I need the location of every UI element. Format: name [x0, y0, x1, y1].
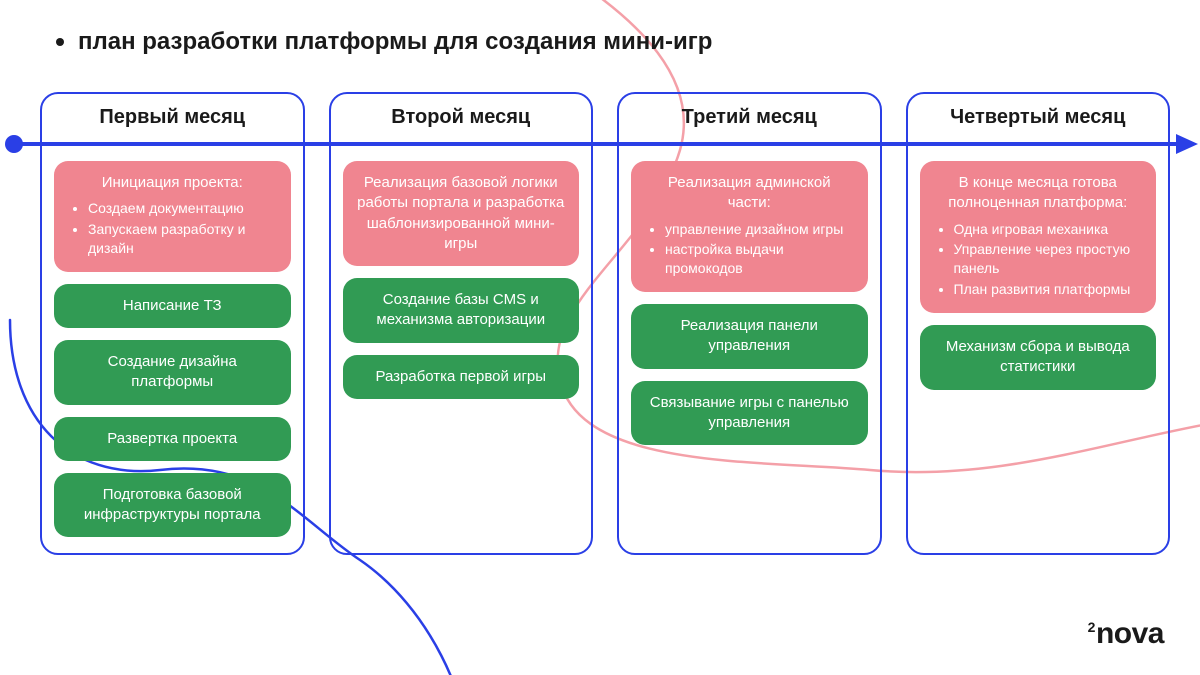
- task-card: Создание дизайна платформы: [54, 340, 291, 405]
- summary-card: Реализация базовой логики работы портала…: [343, 161, 580, 266]
- card-title: Реализация админской части:: [645, 173, 854, 214]
- column-body: Инициация проекта: Создаем документацию За…: [42, 145, 303, 553]
- column-header: Третий месяц: [619, 94, 880, 143]
- card-bullet: Запускаем разработку и дизайн: [88, 220, 277, 258]
- task-card: Реализация панели управления: [631, 304, 868, 369]
- card-text: Развертка проекта: [68, 429, 277, 449]
- task-card: Разработка первой игры: [343, 355, 580, 399]
- roadmap-column: Второй месяц Реализация базовой логики ра…: [329, 92, 594, 555]
- column-header: Второй месяц: [331, 94, 592, 143]
- card-bullets: Одна игровая механикаУправление через пр…: [934, 220, 1143, 300]
- roadmap-columns: Первый месяц Инициация проекта: Создаем до…: [40, 92, 1170, 555]
- card-text: Написание ТЗ: [68, 296, 277, 316]
- card-bullets: Создаем документацию Запускаем разработку…: [68, 199, 277, 258]
- card-text: Механизм сбора и вывода статистики: [934, 337, 1143, 378]
- card-text: Разработка первой игры: [357, 367, 566, 387]
- task-card: Связывание игры с панелью управления: [631, 381, 868, 446]
- timeline-arrowhead-icon: [1176, 134, 1198, 154]
- card-title: В конце месяца готова полноценная платфо…: [934, 173, 1143, 214]
- card-text: Создание дизайна платформы: [68, 352, 277, 393]
- summary-card: Инициация проекта: Создаем документацию За…: [54, 161, 291, 272]
- card-title: Инициация проекта:: [68, 173, 277, 193]
- card-text: Связывание игры с панелью управления: [645, 393, 854, 434]
- task-card: Развертка проекта: [54, 417, 291, 461]
- summary-card: В конце месяца готова полноценная платфо…: [920, 161, 1157, 313]
- timeline-start-dot-icon: [5, 135, 23, 153]
- brand-logo: 2nova: [1088, 617, 1164, 651]
- card-text: Создание базы CMS и механизма авторизаци…: [357, 290, 566, 331]
- column-body: Реализация админской части: управление ди…: [619, 145, 880, 461]
- task-card: Механизм сбора и вывода статистики: [920, 325, 1157, 390]
- logo-sup: 2: [1088, 619, 1095, 635]
- card-text: Реализация базовой логики работы портала…: [357, 173, 566, 254]
- card-bullet: Создаем документацию: [88, 199, 277, 218]
- task-card: Создание базы CMS и механизма авторизаци…: [343, 278, 580, 343]
- title-bullet-icon: [56, 38, 64, 46]
- column-header: Четвертый месяц: [908, 94, 1169, 143]
- column-body: В конце месяца готова полноценная платфо…: [908, 145, 1169, 406]
- card-bullet: Одна игровая механика: [954, 220, 1143, 239]
- column-body: Реализация базовой логики работы портала…: [331, 145, 592, 415]
- roadmap-column: Первый месяц Инициация проекта: Создаем до…: [40, 92, 305, 555]
- card-bullet: Управление через простую панель: [954, 240, 1143, 278]
- column-header: Первый месяц: [42, 94, 303, 143]
- roadmap-column: Четвертый месяц В конце месяца готова пол…: [906, 92, 1171, 555]
- task-card: Написание ТЗ: [54, 284, 291, 328]
- summary-card: Реализация админской части: управление ди…: [631, 161, 868, 292]
- card-bullet: План развития платформы: [954, 280, 1143, 299]
- page-title-row: план разработки платформы для создания м…: [56, 28, 712, 56]
- page-title: план разработки платформы для создания м…: [78, 28, 712, 56]
- task-card: Подготовка базовой инфраструктуры портал…: [54, 473, 291, 538]
- card-bullet: настройка выдачи промокодов: [665, 240, 854, 278]
- card-bullets: управление дизайном игрынастройка выдачи…: [645, 220, 854, 279]
- logo-text: nova: [1096, 617, 1164, 650]
- card-text: Подготовка базовой инфраструктуры портал…: [68, 485, 277, 526]
- card-bullet: управление дизайном игры: [665, 220, 854, 239]
- card-text: Реализация панели управления: [645, 316, 854, 357]
- roadmap-column: Третий месяц Реализация админской части: у…: [617, 92, 882, 555]
